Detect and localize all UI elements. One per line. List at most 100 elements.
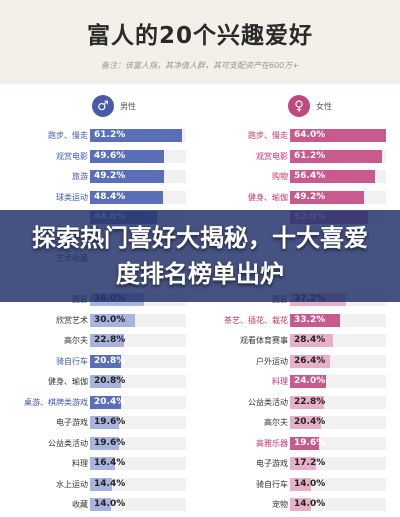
bar bbox=[290, 375, 326, 388]
bar bbox=[90, 170, 164, 183]
bar bbox=[90, 354, 122, 368]
category-label: 购物 bbox=[272, 172, 288, 181]
value-label: 14.4% bbox=[94, 478, 126, 489]
category-label: 骑自行车 bbox=[56, 356, 88, 366]
bar-row: 高尔夫 22.8% bbox=[8, 333, 188, 348]
female-header: ♀ 女性 bbox=[288, 92, 332, 120]
category-label: 观赏电影 bbox=[56, 151, 88, 161]
bar bbox=[290, 129, 386, 142]
category-label: 骑自行车 bbox=[256, 479, 288, 489]
category-label: 电子游戏 bbox=[256, 459, 288, 468]
bar-track bbox=[290, 498, 386, 511]
value-label: 16.4% bbox=[94, 458, 126, 468]
male-label: 男性 bbox=[120, 101, 136, 111]
bar bbox=[290, 416, 321, 429]
category-label: 欣赏艺术 bbox=[56, 315, 88, 325]
category-label: 电子游戏 bbox=[56, 418, 88, 427]
value-label: 61.2% bbox=[94, 130, 126, 140]
category-label: 桌游、棋牌类游戏 bbox=[24, 397, 88, 407]
bar-row: 观赏电影 49.6% bbox=[8, 149, 188, 164]
value-label: 49.2% bbox=[294, 191, 326, 202]
bar bbox=[90, 313, 135, 327]
bar-row: 旅游 49.2% bbox=[8, 169, 188, 184]
category-label: 公益类活动 bbox=[48, 438, 88, 448]
female-chart: ♀ 女性 跑步、慢走 64.0% 观赏电影 61.2% 购物 56.4% 健身、瑜伽 49.2… bbox=[208, 84, 388, 517]
category-label: 高尔夫 bbox=[264, 418, 288, 427]
value-label: 26.4% bbox=[294, 355, 326, 366]
source-note: 备注：该富人指，其净值人群，其可支配资产在600万+ bbox=[101, 61, 299, 70]
bar bbox=[290, 477, 311, 491]
bar bbox=[290, 395, 325, 409]
bar bbox=[290, 190, 364, 204]
bar-row: 观看体育赛事 28.4% bbox=[208, 333, 388, 348]
category-label: 户外运动 bbox=[256, 356, 288, 366]
bar-row: 健身、瑜伽 49.2% bbox=[208, 190, 388, 205]
value-label: 20.8% bbox=[94, 376, 126, 386]
value-label: 20.8% bbox=[94, 355, 126, 366]
bar bbox=[90, 477, 112, 491]
value-label: 14.0% bbox=[294, 499, 326, 509]
bar-row: 高雅乐器 19.6% bbox=[208, 436, 388, 451]
bar bbox=[90, 129, 182, 142]
value-label: 22.8% bbox=[94, 335, 126, 345]
bar bbox=[90, 149, 165, 163]
bar-track bbox=[290, 477, 386, 491]
category-label: 料理 bbox=[272, 377, 288, 386]
bar bbox=[290, 457, 316, 470]
bar bbox=[290, 354, 330, 368]
bar-row: 跑步、慢走 64.0% bbox=[208, 128, 388, 143]
bar-track bbox=[90, 498, 186, 511]
page-title: 富人的20个兴趣爱好 bbox=[86, 23, 313, 49]
category-label: 旅游 bbox=[72, 172, 88, 181]
value-label: 49.2% bbox=[94, 171, 126, 181]
bar bbox=[290, 313, 340, 327]
category-label: 水上运动 bbox=[56, 479, 88, 489]
category-label: 观看体育赛事 bbox=[240, 336, 288, 345]
category-label: 球类运动 bbox=[56, 192, 88, 202]
category-label: 健身、瑜伽 bbox=[248, 192, 288, 202]
bar-row: 户外运动 26.4% bbox=[208, 354, 388, 369]
category-label: 茶艺、插花、栽花 bbox=[224, 315, 288, 325]
bar-track bbox=[90, 477, 186, 491]
category-label: 健身、瑜伽 bbox=[48, 377, 88, 386]
bar bbox=[90, 498, 111, 511]
bar-row: 公益类活动 19.6% bbox=[8, 436, 188, 451]
bar bbox=[290, 170, 375, 183]
value-label: 30.0% bbox=[94, 314, 126, 325]
bar-row: 公益类活动 22.8% bbox=[208, 395, 388, 410]
bar-row: 料理 16.4% bbox=[8, 456, 188, 471]
bar bbox=[290, 498, 311, 511]
value-label: 61.2% bbox=[294, 150, 326, 161]
bar-row: 高尔夫 20.4% bbox=[208, 415, 388, 430]
banner-text: 探索热门喜好大揭秘，十大喜爱度排名榜单出炉 bbox=[32, 224, 368, 288]
bar-row: 水上运动 14.4% bbox=[8, 477, 188, 492]
category-label: 宠物 bbox=[272, 500, 288, 509]
bar bbox=[90, 334, 125, 347]
bar-row: 球类运动 48.4% bbox=[8, 190, 188, 205]
bar bbox=[290, 149, 382, 163]
bar bbox=[90, 375, 122, 388]
value-label: 14.0% bbox=[294, 478, 326, 489]
value-label: 64.0% bbox=[294, 130, 326, 140]
value-label: 33.2% bbox=[294, 314, 326, 325]
bar-row: 桌游、棋牌类游戏 20.4% bbox=[8, 395, 188, 410]
value-label: 14.0% bbox=[94, 499, 126, 509]
category-label: 高雅乐器 bbox=[256, 438, 288, 448]
bar bbox=[290, 436, 320, 450]
category-label: 跑步、慢走 bbox=[48, 131, 88, 140]
female-label: 女性 bbox=[316, 101, 332, 111]
category-label: 收藏 bbox=[72, 500, 88, 509]
value-label: 24.0% bbox=[294, 376, 326, 386]
bar-row: 购物 56.4% bbox=[208, 169, 388, 184]
bar-row: 观赏电影 61.2% bbox=[208, 149, 388, 164]
value-label: 19.6% bbox=[94, 417, 126, 427]
bar bbox=[90, 416, 120, 429]
bar-row: 电子游戏 17.2% bbox=[208, 456, 388, 471]
bar bbox=[290, 334, 333, 347]
value-label: 48.4% bbox=[94, 191, 126, 202]
bar bbox=[90, 436, 120, 450]
value-label: 28.4% bbox=[294, 335, 326, 345]
overlay-banner: 探索热门喜好大揭秘，十大喜爱度排名榜单出炉 bbox=[0, 210, 400, 302]
bar-row: 骑自行车 20.8% bbox=[8, 354, 188, 369]
category-label: 跑步、慢走 bbox=[248, 131, 288, 140]
